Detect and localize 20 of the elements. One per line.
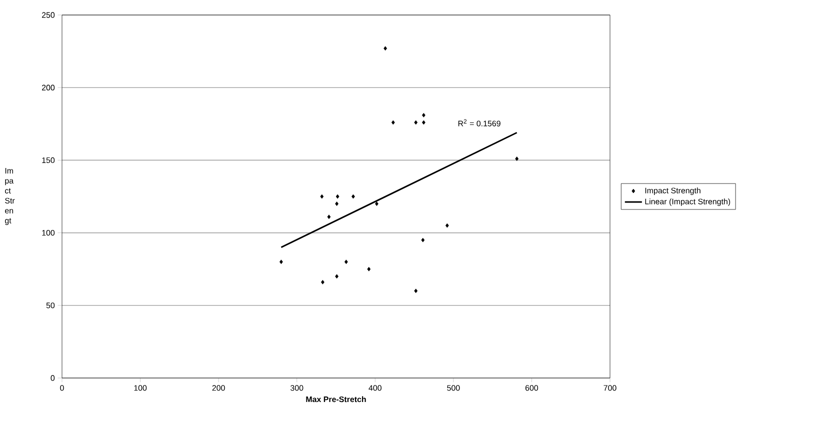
point bbox=[280, 260, 283, 264]
point bbox=[367, 266, 371, 272]
point bbox=[352, 194, 355, 199]
point bbox=[515, 156, 519, 161]
point bbox=[422, 120, 426, 125]
point bbox=[375, 202, 378, 206]
point bbox=[421, 238, 425, 242]
point bbox=[320, 280, 324, 284]
point bbox=[320, 194, 324, 199]
point bbox=[414, 288, 418, 294]
point bbox=[445, 223, 449, 228]
point bbox=[391, 120, 395, 125]
point bbox=[335, 274, 338, 279]
point bbox=[336, 194, 340, 199]
point bbox=[414, 120, 418, 125]
point bbox=[344, 260, 348, 264]
point bbox=[327, 214, 331, 220]
point bbox=[422, 112, 426, 118]
point bbox=[335, 202, 338, 206]
point bbox=[384, 46, 388, 51]
